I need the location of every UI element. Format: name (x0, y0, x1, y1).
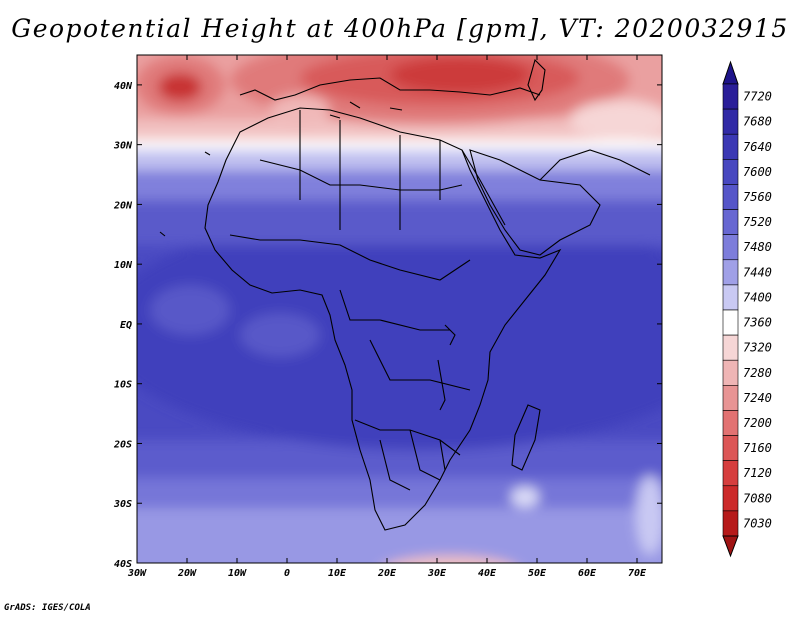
country-borders-north (259, 110, 463, 230)
colorbar-label: 7560 (743, 190, 772, 204)
colorbar-swatch (722, 334, 739, 361)
colorbar-label: 7120 (743, 466, 772, 480)
field-low-west-2 (158, 73, 202, 101)
colorbar-swatch (722, 510, 739, 537)
field-atlantic-pocket (150, 285, 230, 335)
height-field (137, 55, 662, 563)
colorbar: 7720 7680 7640 7600 7560 7520 7480 7440 7400 7360… (722, 60, 772, 558)
colorbar-swatch (722, 309, 739, 336)
lat-tick-label: 30N (113, 141, 133, 152)
colorbar-label: 7520 (743, 215, 772, 229)
field-pocket-south (511, 487, 539, 507)
lat-tick-label: 40S (114, 559, 132, 570)
lon-tick-label: 10E (328, 568, 347, 579)
field-pocket-bottom (392, 556, 508, 563)
colorbar-label: 7280 (743, 366, 772, 380)
colorbar-label: 7320 (743, 341, 772, 355)
colorbar-label: 7240 (743, 391, 772, 405)
colorbar-swatch (722, 83, 739, 110)
field-pocket-east (636, 475, 662, 555)
colorbar-swatch (722, 485, 739, 512)
colorbar-label: 7160 (743, 441, 772, 455)
coastlines (159, 58, 651, 531)
colorbar-swatch (722, 108, 739, 135)
madagascar (511, 404, 541, 471)
lon-tick-label: 30E (427, 568, 447, 579)
lon-tick-label: 70E (628, 568, 647, 579)
colorbar-swatch (722, 133, 739, 160)
gulf-lines (539, 149, 651, 181)
colorbar-swatch (722, 159, 739, 185)
map-axes: 30W 20W 10W 0 10E 20E 30E 40E 50E 60E 70E 40N 30N 20N… (113, 55, 662, 579)
colorbar-bottom-arrow (722, 535, 739, 558)
colorbar-swatch (722, 234, 739, 261)
colorbar-swatch (722, 359, 739, 386)
colorbar-swatch (722, 435, 739, 461)
colorbar-label: 7440 (743, 265, 772, 279)
caspian (527, 58, 546, 102)
lat-tick-label: 40N (114, 81, 133, 92)
lon-tick-label: 10W (228, 568, 247, 579)
mediterranean-islands (329, 101, 403, 119)
colorbar-swatch (722, 259, 739, 286)
colorbar-label: 7600 (743, 165, 772, 179)
lat-tick-label: 10N (114, 260, 133, 271)
lon-tick-label: 0 (284, 568, 290, 579)
lon-tick-label: 30W (127, 568, 147, 579)
great-lakes (437, 324, 456, 411)
lat-tick-label: 20N (113, 200, 133, 211)
colorbar-swatch (722, 410, 739, 436)
lat-tick-label: 10S (114, 380, 132, 391)
lat-tick-label: EQ (120, 320, 132, 331)
field-gulf-pocket (240, 313, 320, 357)
colorbar-swatch (722, 284, 739, 311)
lon-tick-label: 20E (377, 568, 397, 579)
colorbar-label: 7200 (743, 416, 772, 430)
colorbar-label: 7480 (743, 240, 772, 254)
field-tropical-core (137, 210, 662, 450)
lat-tick-label: 20S (113, 439, 132, 450)
canary-cape-verde (159, 151, 211, 237)
colorbar-label: 7720 (743, 90, 772, 104)
country-borders-south (354, 419, 461, 491)
field-band-south-3 (137, 508, 662, 563)
lon-tick-label: 50E (528, 568, 547, 579)
colorbar-label: 7680 (743, 115, 772, 129)
colorbar-label: 7080 (743, 491, 772, 505)
plot-title: Geopotential Height at 400hPa [gpm], VT:… (11, 14, 789, 43)
lat-tick-label: 30S (113, 499, 132, 510)
colorbar-label: 7030 (743, 516, 772, 530)
colorbar-top-arrow (722, 60, 739, 85)
colorbar-label: 7400 (743, 290, 772, 304)
colorbar-swatch (722, 209, 739, 235)
grads-credit: GrADS: IGES/COLA (4, 603, 91, 613)
colorbar-swatch (722, 385, 739, 411)
colorbar-swatch (722, 460, 739, 487)
lon-tick-label: 20W (177, 568, 197, 579)
colorbar-label: 7360 (743, 316, 772, 330)
field-red-5 (390, 57, 530, 93)
lon-tick-label: 60E (578, 568, 597, 579)
map-frame (136, 54, 663, 564)
red-sea-line (461, 149, 506, 226)
lon-tick-label: 40E (478, 568, 497, 579)
field-pocket-ne (570, 100, 662, 140)
iberia-europe-coast (239, 77, 541, 101)
country-borders-central (229, 234, 471, 391)
colorbar-label: 7640 (743, 140, 772, 154)
colorbar-swatch (722, 184, 739, 210)
